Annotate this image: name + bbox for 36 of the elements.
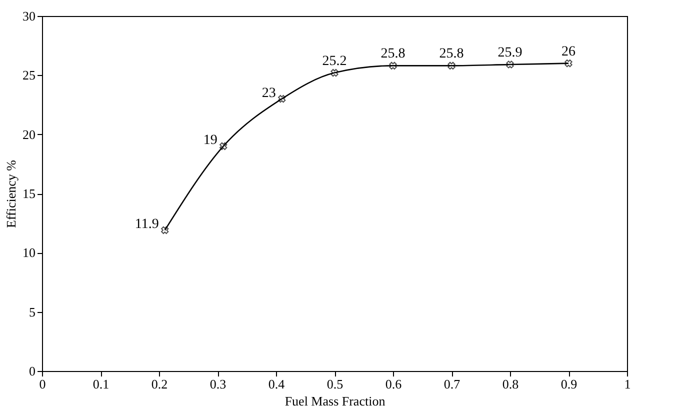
data-label: 26	[562, 44, 576, 60]
point	[448, 62, 456, 70]
x-tick-label: 0.2	[151, 376, 168, 392]
data-label: 25.2	[322, 54, 347, 69]
y-tick-label: 20	[22, 126, 36, 142]
data-label: 25.8	[439, 46, 464, 62]
point	[564, 60, 572, 68]
x-tick-label: 0	[39, 376, 46, 392]
y-tick-label: 5	[29, 304, 36, 320]
y-tick-label: 15	[22, 186, 36, 201]
point	[330, 68, 338, 77]
x-tick-label: 0.5	[326, 376, 344, 392]
x-tick-label: 0.6	[385, 376, 402, 392]
x-tick-label: 0.3	[210, 376, 226, 392]
x-tick-label: 1	[624, 376, 631, 392]
x-tick-label: 0.9	[560, 376, 578, 392]
y-tick-label: 0	[29, 364, 36, 378]
data-label: 23	[262, 86, 276, 101]
y-tick-label: 10	[22, 245, 36, 260]
x-tick-label: 0.1	[92, 376, 110, 392]
point	[278, 95, 286, 103]
x-tick-label: 0.4	[268, 376, 286, 392]
x-axis-title: Fuel Mass Fraction	[284, 394, 386, 408]
x-tick-label: 0.8	[502, 376, 519, 392]
y-axis-title: Efficiency %	[4, 160, 18, 228]
data-label: 11.9	[134, 217, 159, 232]
point	[220, 142, 228, 150]
point	[506, 60, 514, 68]
data-label: 25.8	[380, 46, 406, 62]
point	[161, 226, 169, 234]
data-label: 19	[203, 133, 218, 148]
y-tick-label: 30	[22, 8, 36, 24]
x-tick-label: 0.7	[444, 376, 461, 392]
data-label: 25.9	[498, 46, 522, 61]
y-tick-label: 25	[22, 68, 36, 83]
point	[389, 62, 397, 70]
